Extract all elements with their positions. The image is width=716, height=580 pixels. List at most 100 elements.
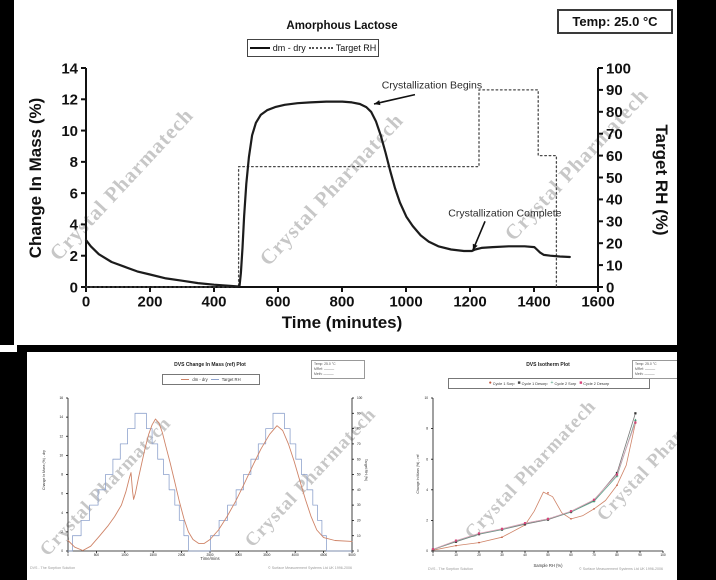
left-border-bottom — [0, 352, 27, 580]
legend-item-label: Cycle 2 Sorp — [554, 381, 577, 386]
svg-text:8: 8 — [70, 154, 78, 171]
info-line: MRef: ——— — [635, 366, 656, 371]
svg-text:100: 100 — [660, 553, 666, 557]
svg-text:0: 0 — [606, 279, 614, 296]
svg-text:10: 10 — [454, 553, 458, 557]
svg-text:12: 12 — [61, 92, 78, 109]
svg-text:16: 16 — [59, 396, 63, 400]
section-divider — [17, 345, 716, 352]
svg-text:80: 80 — [606, 104, 623, 121]
svg-text:8: 8 — [61, 473, 63, 477]
svg-text:2: 2 — [70, 248, 78, 265]
svg-text:4500: 4500 — [320, 553, 327, 557]
dm-line-sample — [249, 47, 270, 49]
plus-marker-icon: + — [550, 380, 554, 386]
info-line: Meth: ——— — [314, 371, 334, 376]
br-xlabel: Sample RH (%) — [533, 563, 563, 568]
svg-text:60: 60 — [357, 457, 361, 461]
svg-text:20: 20 — [357, 519, 361, 523]
svg-text:90: 90 — [357, 411, 361, 415]
svg-text:30: 30 — [500, 553, 504, 557]
legend-item-label: Cycle 1 Sorp — [492, 381, 515, 386]
svg-text:0: 0 — [357, 549, 359, 553]
bl-chart-title: DVS Change In Mass (ref) Plot — [174, 362, 246, 368]
svg-text:2: 2 — [426, 519, 428, 523]
svg-text:6: 6 — [426, 457, 428, 461]
svg-text:6: 6 — [61, 492, 63, 496]
legend-item-label: Cycle 1 Desorp — [521, 381, 548, 386]
svg-text:60: 60 — [569, 553, 573, 557]
svg-text:1500: 1500 — [150, 553, 157, 557]
svg-text:10: 10 — [61, 123, 78, 140]
bl-legend-dm-label: dm - dry — [192, 377, 208, 382]
bl-ylabel-right: Target RH (%) — [364, 458, 368, 482]
svg-text:80: 80 — [357, 427, 361, 431]
svg-text:90: 90 — [638, 553, 642, 557]
svg-text:50: 50 — [357, 473, 361, 477]
main-ylabel-right: Target RH (%) — [652, 124, 671, 236]
br-footer-left: DVS - The Sorption Solution — [428, 567, 474, 571]
rh-dotted-sample — [308, 47, 333, 49]
svg-text:70: 70 — [592, 553, 596, 557]
main-chart-title: Amorphous Lactose — [286, 20, 398, 32]
temperature-box: Temp: 25.0 °C — [557, 9, 673, 34]
svg-text:1000: 1000 — [389, 293, 422, 310]
left-border-top — [0, 0, 14, 345]
svg-text:500: 500 — [94, 553, 100, 557]
bl-footer-left: DVS - The Sorption Solution — [30, 566, 76, 570]
svg-text:0: 0 — [432, 553, 434, 557]
svg-text:10: 10 — [606, 257, 623, 274]
svg-text:70: 70 — [606, 126, 623, 143]
main-chart-legend: dm - dry Target RH — [247, 39, 379, 57]
svg-text:Crystallization Begins: Crystallization Begins — [382, 79, 482, 91]
legend-item: + Cycle 2 Sorp — [551, 381, 577, 386]
svg-text:0: 0 — [82, 293, 90, 310]
bl-footer-right: © Surface Measurement Systems Ltd UK 199… — [268, 566, 352, 570]
main-xlabel: Time (minutes) — [281, 313, 403, 332]
svg-text:70: 70 — [357, 442, 361, 446]
svg-text:10: 10 — [59, 453, 63, 457]
svg-text:600: 600 — [265, 293, 290, 310]
bl-legend-rh-label: Target RH — [221, 377, 241, 382]
svg-text:3000: 3000 — [235, 553, 242, 557]
svg-text:2500: 2500 — [206, 553, 213, 557]
br-chart-title: DVS Isotherm Plot — [526, 362, 570, 368]
svg-text:60: 60 — [606, 148, 623, 165]
svg-text:30: 30 — [357, 503, 361, 507]
svg-text:80: 80 — [615, 553, 619, 557]
legend-item: ● Cycle 1 Sorp — [489, 381, 515, 386]
svg-text:0: 0 — [426, 549, 428, 553]
square-marker-icon: ■ — [579, 380, 583, 386]
svg-text:20: 20 — [606, 235, 623, 252]
svg-text:2: 2 — [61, 530, 63, 534]
svg-text:0: 0 — [70, 279, 78, 296]
info-line: Temp: 25.0 °C — [635, 362, 657, 366]
svg-text:1400: 1400 — [517, 293, 550, 310]
dm-line-sample — [181, 379, 190, 380]
svg-text:14: 14 — [61, 60, 78, 77]
br-footer-right: © Surface Measurement Systems Ltd UK 199… — [579, 567, 663, 571]
svg-text:40: 40 — [606, 192, 623, 209]
info-box-right: Temp: 25.0 °C MRef: ——— Meth: ——— — [632, 360, 682, 379]
bl-ylabel-left: Change In Mass (%) - dry — [42, 450, 46, 490]
square-marker-icon: ■ — [517, 380, 521, 386]
info-line: Temp: 25.0 °C — [314, 362, 336, 366]
svg-text:4000: 4000 — [292, 553, 299, 557]
svg-text:40: 40 — [523, 553, 527, 557]
svg-text:4: 4 — [61, 511, 63, 515]
legend-item-label: Cycle 2 Desorp — [583, 381, 610, 386]
svg-text:50: 50 — [606, 170, 623, 187]
svg-text:400: 400 — [201, 293, 226, 310]
svg-text:800: 800 — [329, 293, 354, 310]
svg-text:0: 0 — [67, 553, 69, 557]
svg-text:100: 100 — [606, 60, 631, 77]
info-line: Meth: ——— — [635, 371, 655, 376]
legend-dm-label: dm - dry — [272, 43, 306, 53]
rh-line-sample — [210, 379, 219, 380]
info-box-left: Temp: 25.0 °C MRef: ——— Meth: ——— — [311, 360, 365, 379]
bl-chart-legend: dm - dry Target RH — [162, 374, 260, 385]
dot-marker-icon: ● — [488, 380, 492, 386]
svg-text:14: 14 — [59, 415, 63, 419]
